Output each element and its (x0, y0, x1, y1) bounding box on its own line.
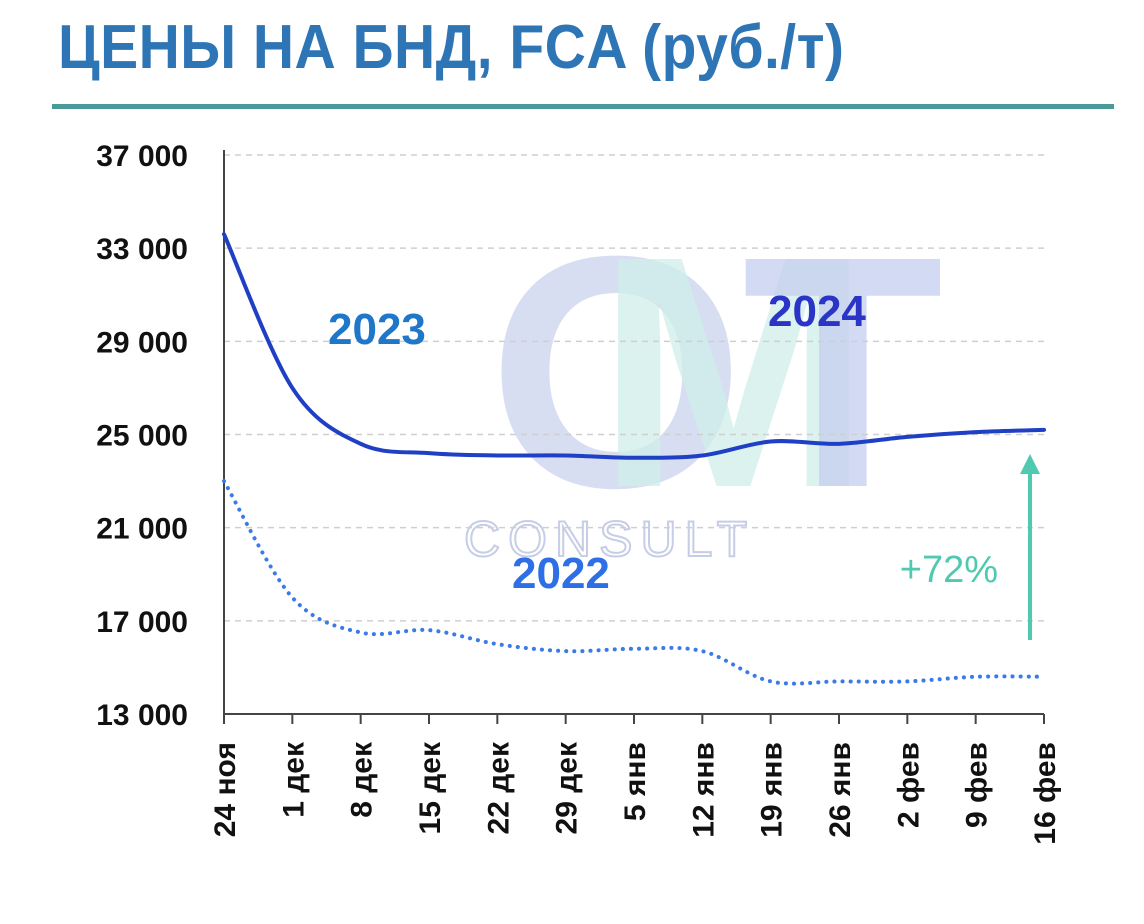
y-axis-ticks: 13 000 17 000 21 000 25 000 29 000 33 000 37 0… (96, 140, 188, 732)
x-axis-ticks: 24 ноя 1 дек 8 дек 15 дек 22 дек 29 дек 5 янв 1… (209, 714, 1062, 845)
x-tick-label: 8 дек (346, 741, 379, 818)
y-tick-label: 25 000 (96, 420, 188, 453)
x-tick-label: 2 фев (892, 742, 925, 828)
x-tick-label: 22 дек (482, 741, 515, 834)
watermark-subtext: CONSULT (464, 511, 755, 567)
x-tick-label: 26 янв (824, 742, 857, 838)
growth-annotation-text: +72% (900, 549, 998, 591)
x-tick-label: 15 дек (414, 741, 447, 834)
x-tick-label: 19 янв (756, 742, 789, 838)
y-tick-label: 13 000 (96, 699, 188, 732)
label-2022: 2022 (512, 549, 610, 598)
x-tick-label: 9 фев (961, 742, 994, 828)
series-line-prev (222, 479, 1046, 686)
watermark-letter: T (742, 187, 944, 556)
x-tick-label: 16 фев (1029, 742, 1062, 845)
y-tick-label: 21 000 (96, 513, 188, 546)
page-title: ЦЕНЫ НА БНД, FCA (руб./т) (58, 13, 845, 82)
series-lines (222, 232, 1046, 686)
x-tick-label: 24 ноя (209, 742, 242, 837)
growth-annotation: +72% (900, 454, 1040, 640)
series-labels: 2023 2024 2022 (328, 287, 866, 598)
label-2023: 2023 (328, 305, 426, 354)
label-2024: 2024 (768, 287, 866, 336)
title-divider (52, 104, 1114, 109)
x-tick-label: 12 янв (687, 742, 720, 838)
y-tick-label: 33 000 (96, 233, 188, 266)
x-tick-label: 5 янв (619, 742, 652, 821)
growth-arrow-head (1020, 454, 1040, 474)
series-line-main (222, 232, 1046, 460)
x-tick-label: 1 дек (277, 741, 310, 818)
gridlines (224, 154, 1044, 622)
y-tick-label: 37 000 (96, 140, 188, 173)
y-tick-label: 17 000 (96, 606, 188, 639)
x-tick-label: 29 дек (551, 741, 584, 834)
y-tick-label: 29 000 (96, 326, 188, 359)
